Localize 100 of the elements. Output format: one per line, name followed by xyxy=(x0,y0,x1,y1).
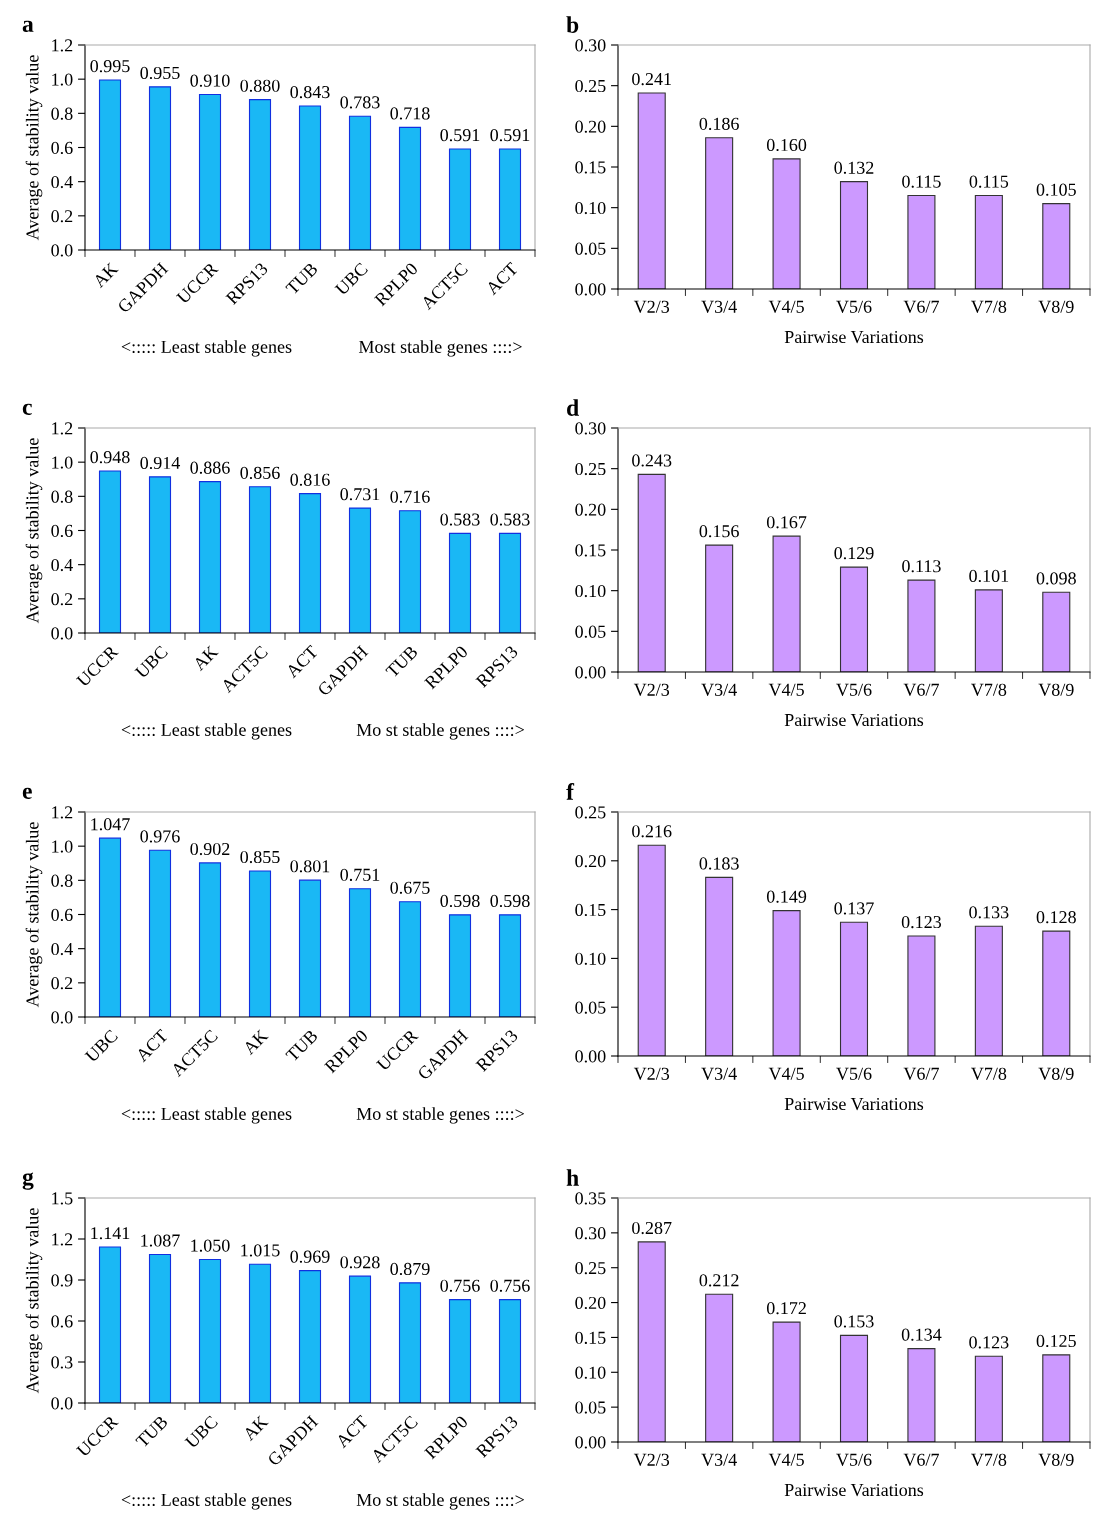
data-label: 0.105 xyxy=(1036,183,1076,196)
y-tick-label: 0.15 xyxy=(575,903,606,917)
data-label: 0.902 xyxy=(190,842,230,856)
data-label: 0.123 xyxy=(969,1336,1009,1349)
y-axis-title: Average of stability value xyxy=(25,1208,43,1394)
y-tick-label: 1.0 xyxy=(52,73,73,86)
data-label: 0.186 xyxy=(699,117,739,130)
data-label: 0.098 xyxy=(1036,572,1076,585)
data-label: 0.241 xyxy=(632,72,671,86)
chart-title: f xyxy=(566,783,575,800)
bar xyxy=(398,510,422,633)
data-label: 0.783 xyxy=(340,96,380,109)
bar xyxy=(498,532,522,633)
data-label: 0.149 xyxy=(766,890,807,903)
x-tick-label: AK xyxy=(192,644,219,672)
x-tick-label: V3/4 xyxy=(701,300,737,313)
y-tick-label: 0.6 xyxy=(51,1315,73,1328)
data-label: 1.050 xyxy=(191,1239,230,1252)
bar xyxy=(298,879,322,1017)
data-label: 0.167 xyxy=(766,516,807,529)
data-label: 0.129 xyxy=(834,547,874,560)
data-label: 1.087 xyxy=(141,1234,180,1247)
x-tick-label: V5/6 xyxy=(836,1067,872,1080)
data-label: 0.886 xyxy=(190,461,230,474)
text: <::::: Least stable genes xyxy=(121,1493,292,1510)
text: Mo st stable genes ::::> xyxy=(356,1493,524,1510)
bar xyxy=(705,1293,734,1442)
chart-title: d xyxy=(567,399,579,416)
y-tick-label: 0.6 xyxy=(51,908,73,922)
bar xyxy=(398,901,422,1017)
data-label: 0.101 xyxy=(969,569,1009,583)
bar xyxy=(839,181,869,289)
data-label: 0.879 xyxy=(390,1262,430,1276)
x-axis-title: Pairwise Variations xyxy=(784,1097,924,1111)
x-tick-label: V2/3 xyxy=(633,1067,670,1080)
y-tick-label: 1.2 xyxy=(52,39,73,52)
y-tick-label: 0.05 xyxy=(575,1001,606,1014)
y-tick-label: 0.20 xyxy=(575,1296,606,1310)
y-tick-label: 0.05 xyxy=(575,1401,606,1414)
x-tick-label: V5/6 xyxy=(836,683,872,696)
bar xyxy=(772,158,801,289)
bar xyxy=(398,126,422,250)
x-tick-label: AK xyxy=(242,1414,269,1442)
data-label: 0.115 xyxy=(969,175,1009,188)
data-label: 1.141 xyxy=(91,1227,130,1240)
data-label: 0.156 xyxy=(699,525,739,538)
bar xyxy=(298,1270,322,1403)
y-tick-label: 0.00 xyxy=(575,666,606,679)
bar xyxy=(98,470,122,633)
data-label: 0.910 xyxy=(190,74,230,87)
bar xyxy=(1042,930,1071,1056)
y-tick-label: 0.6 xyxy=(51,141,73,155)
bar xyxy=(637,844,666,1056)
bar xyxy=(974,1355,1003,1442)
bar xyxy=(839,566,869,672)
bar xyxy=(448,1299,472,1403)
bar xyxy=(148,1253,172,1403)
bar xyxy=(498,914,522,1017)
data-label: 0.955 xyxy=(140,66,180,80)
bar xyxy=(198,1258,222,1403)
x-tick-label: V5/6 xyxy=(836,300,872,313)
bar xyxy=(198,93,222,250)
x-tick-label: V4/5 xyxy=(768,1453,804,1466)
bar xyxy=(772,1321,801,1442)
x-tick-label: V7/8 xyxy=(971,683,1007,696)
bar xyxy=(637,1241,666,1442)
x-tick-label: AK xyxy=(242,1028,269,1056)
y-tick-label: 0.30 xyxy=(575,1227,606,1240)
data-label: 0.969 xyxy=(290,1250,330,1263)
y-tick-label: 0.35 xyxy=(575,1192,606,1205)
x-axis-title: Pairwise Variations xyxy=(784,1483,924,1497)
x-tick-label: TUB xyxy=(285,1029,319,1063)
y-tick-label: 0.00 xyxy=(575,283,606,296)
bar xyxy=(398,1282,422,1403)
bar xyxy=(348,507,372,633)
bar xyxy=(348,1275,372,1403)
data-label: 1.015 xyxy=(241,1244,280,1257)
y-tick-label: 0.00 xyxy=(575,1436,606,1449)
bar xyxy=(98,837,122,1017)
y-tick-label: 0.25 xyxy=(575,806,606,819)
bar xyxy=(1042,591,1071,672)
data-label: 0.591 xyxy=(440,129,480,142)
bar xyxy=(448,148,472,250)
y-tick-label: 0.20 xyxy=(575,503,606,516)
bar xyxy=(248,1263,272,1403)
bar xyxy=(198,862,222,1017)
bar xyxy=(498,1299,522,1403)
y-tick-label: 0.10 xyxy=(575,201,606,215)
data-label: 0.128 xyxy=(1036,911,1076,924)
data-label: 0.675 xyxy=(390,881,430,894)
chart-title: b xyxy=(566,16,579,33)
data-label: 0.928 xyxy=(340,1256,380,1269)
data-label: 0.995 xyxy=(90,60,130,73)
y-tick-label: 0.25 xyxy=(575,462,606,476)
text: Mo st stable genes ::::> xyxy=(356,1107,524,1124)
y-tick-label: 1.0 xyxy=(52,840,73,853)
bar xyxy=(248,870,272,1017)
bar xyxy=(1042,1354,1071,1442)
data-label: 0.243 xyxy=(632,454,672,467)
bar xyxy=(348,115,372,250)
